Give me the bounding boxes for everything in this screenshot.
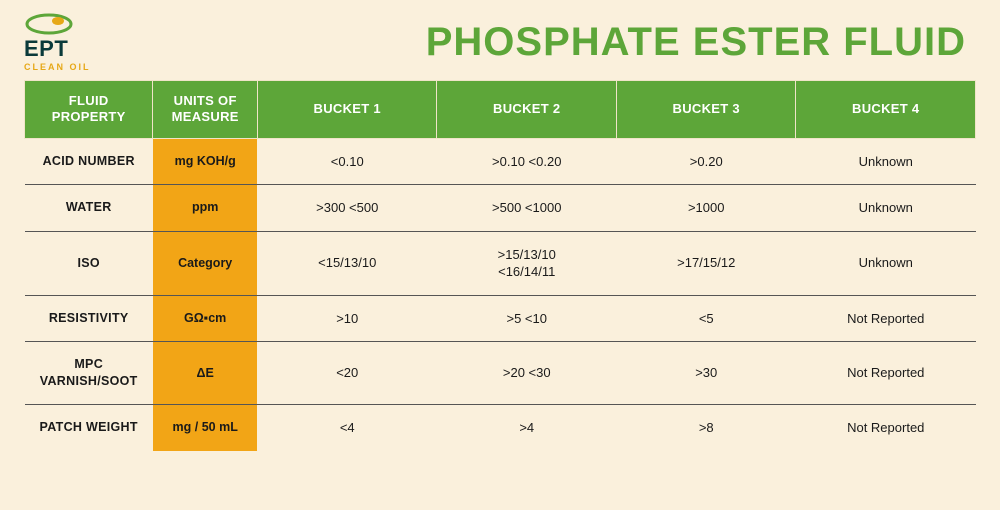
fluid-property-table: FLUID PROPERTY UNITS OF MEASURE BUCKET 1… <box>24 80 976 451</box>
logo: EPT CLEAN OIL <box>24 12 91 72</box>
cell-units: GΩ▪cm <box>153 295 258 342</box>
cell-bucket-1: <4 <box>257 404 437 450</box>
cell-property: PATCH WEIGHT <box>25 404 153 450</box>
table-header-row: FLUID PROPERTY UNITS OF MEASURE BUCKET 1… <box>25 81 976 139</box>
cell-units: ΔE <box>153 342 258 405</box>
table-row: ACID NUMBERmg KOH/g<0.10>0.10 <0.20>0.20… <box>25 138 976 185</box>
cell-bucket-4: Not Reported <box>796 295 976 342</box>
cell-bucket-2: >5 <10 <box>437 295 617 342</box>
cell-bucket-1: <0.10 <box>257 138 437 185</box>
col-units: UNITS OF MEASURE <box>153 81 258 139</box>
cell-bucket-2: >20 <30 <box>437 342 617 405</box>
cell-bucket-3: <5 <box>616 295 796 342</box>
cell-bucket-3: >1000 <box>616 185 796 232</box>
cell-units: ppm <box>153 185 258 232</box>
table-container: FLUID PROPERTY UNITS OF MEASURE BUCKET 1… <box>0 80 1000 475</box>
cell-bucket-3: >30 <box>616 342 796 405</box>
col-bucket-1: BUCKET 1 <box>257 81 437 139</box>
cell-bucket-2: >500 <1000 <box>437 185 617 232</box>
cell-bucket-1: >300 <500 <box>257 185 437 232</box>
col-bucket-4: BUCKET 4 <box>796 81 976 139</box>
cell-bucket-4: Unknown <box>796 231 976 295</box>
table-row: ISOCategory<15/13/10>15/13/10<16/14/11>1… <box>25 231 976 295</box>
cell-bucket-4: Not Reported <box>796 404 976 450</box>
cell-bucket-3: >0.20 <box>616 138 796 185</box>
cell-property: RESISTIVITY <box>25 295 153 342</box>
cell-property: ISO <box>25 231 153 295</box>
cell-property: WATER <box>25 185 153 232</box>
cell-bucket-2: >15/13/10<16/14/11 <box>437 231 617 295</box>
header: EPT CLEAN OIL PHOSPHATE ESTER FLUID <box>0 0 1000 80</box>
table-row: WATERppm>300 <500>500 <1000>1000Unknown <box>25 185 976 232</box>
cell-property: ACID NUMBER <box>25 138 153 185</box>
table-row: MPC VARNISH/SOOTΔE<20>20 <30>30Not Repor… <box>25 342 976 405</box>
cell-property: MPC VARNISH/SOOT <box>25 342 153 405</box>
cell-bucket-1: <15/13/10 <box>257 231 437 295</box>
page-title: PHOSPHATE ESTER FLUID <box>91 20 977 65</box>
logo-mark-icon <box>24 12 74 36</box>
cell-bucket-2: >0.10 <0.20 <box>437 138 617 185</box>
cell-bucket-4: Unknown <box>796 185 976 232</box>
cell-bucket-2: >4 <box>437 404 617 450</box>
table-row: RESISTIVITYGΩ▪cm>10>5 <10<5Not Reported <box>25 295 976 342</box>
cell-bucket-4: Unknown <box>796 138 976 185</box>
cell-units: mg KOH/g <box>153 138 258 185</box>
cell-units: Category <box>153 231 258 295</box>
logo-text: EPT <box>24 38 68 60</box>
logo-subtitle: CLEAN OIL <box>24 62 91 72</box>
table-row: PATCH WEIGHTmg / 50 mL<4>4>8Not Reported <box>25 404 976 450</box>
col-bucket-3: BUCKET 3 <box>616 81 796 139</box>
cell-bucket-1: >10 <box>257 295 437 342</box>
cell-bucket-1: <20 <box>257 342 437 405</box>
cell-bucket-3: >17/15/12 <box>616 231 796 295</box>
cell-bucket-3: >8 <box>616 404 796 450</box>
col-fluid-property: FLUID PROPERTY <box>25 81 153 139</box>
cell-units: mg / 50 mL <box>153 404 258 450</box>
cell-bucket-4: Not Reported <box>796 342 976 405</box>
col-bucket-2: BUCKET 2 <box>437 81 617 139</box>
